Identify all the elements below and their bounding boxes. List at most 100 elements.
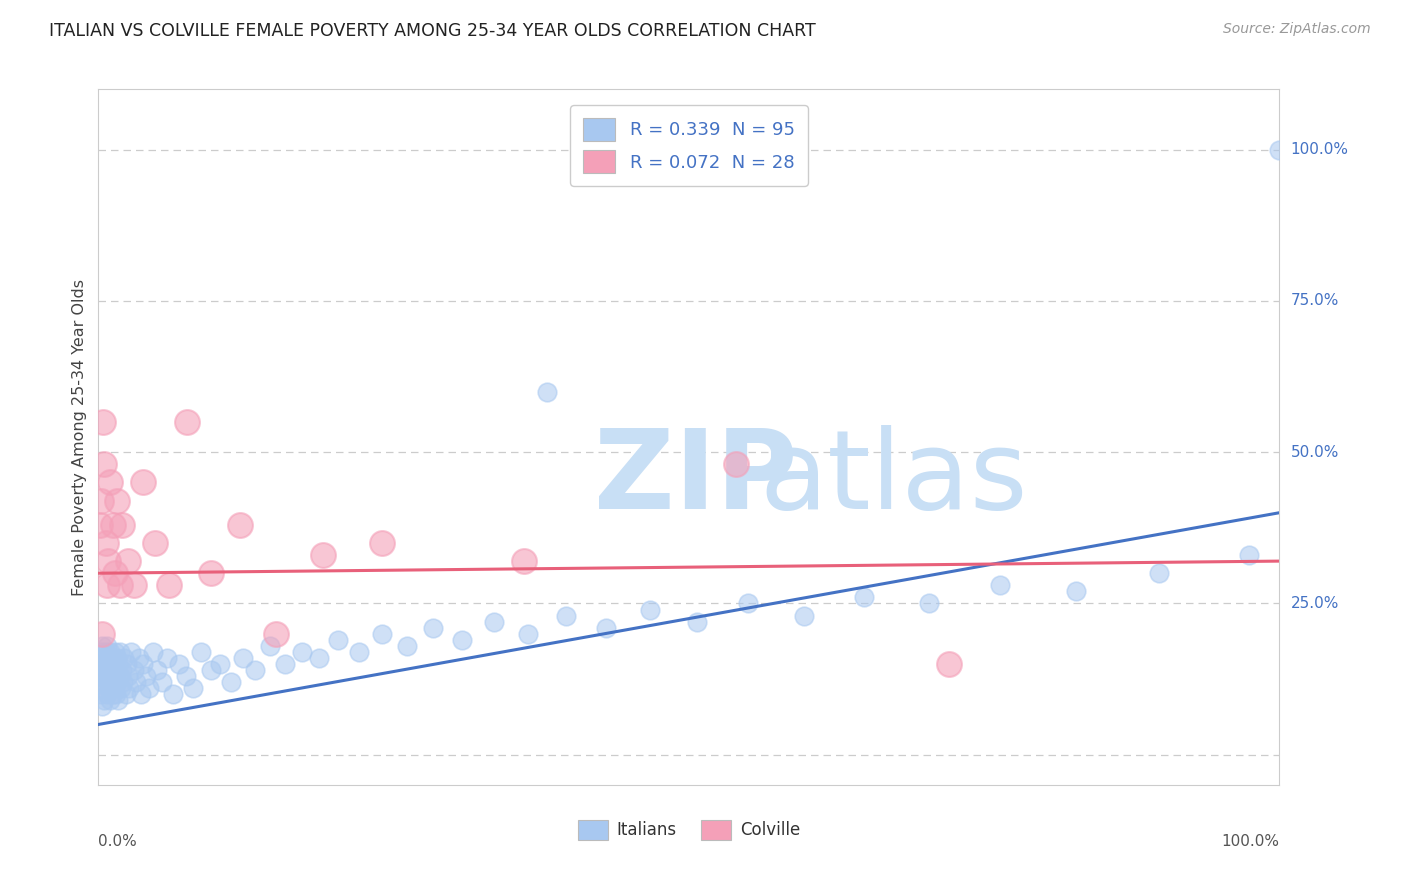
Point (97, 657, 120, 671)
Point (96, 687, 118, 701)
Point (555, 608, 578, 623)
Point (117, 554, 139, 568)
Point (91, 699, 114, 714)
Point (245, 663, 267, 677)
Point (104, 645, 127, 659)
Point (918, 597, 941, 611)
Point (101, 517, 124, 532)
Point (100, 675, 122, 690)
Point (1237, 548, 1260, 562)
Point (132, 475, 155, 490)
Point (98, 693, 121, 707)
Point (167, 657, 190, 671)
Point (104, 566, 127, 581)
Point (1147, 566, 1170, 581)
Point (219, 675, 242, 690)
Point (190, 645, 212, 659)
Point (91, 681, 114, 695)
Point (395, 639, 418, 653)
Point (96, 639, 118, 653)
Point (91, 657, 114, 671)
Point (482, 615, 505, 629)
Point (89, 517, 111, 532)
Point (89, 669, 111, 683)
Point (122, 578, 145, 592)
Point (101, 651, 124, 665)
Point (115, 657, 138, 671)
Point (328, 632, 350, 647)
Point (536, 384, 558, 399)
Point (988, 578, 1011, 592)
Point (112, 675, 135, 690)
Point (852, 591, 875, 605)
Point (517, 626, 540, 640)
Point (117, 669, 139, 683)
Point (105, 663, 128, 677)
Point (174, 669, 197, 683)
Point (108, 669, 131, 683)
Point (91, 415, 114, 429)
Point (91, 639, 114, 653)
Point (90, 493, 112, 508)
Point (97, 554, 120, 568)
Y-axis label: Female Poverty Among 25-34 Year Olds: Female Poverty Among 25-34 Year Olds (72, 278, 87, 596)
Text: atlas: atlas (759, 425, 1028, 533)
Point (143, 536, 166, 550)
Point (264, 626, 287, 640)
Point (512, 554, 534, 568)
Point (200, 663, 222, 677)
Point (103, 657, 125, 671)
Point (111, 517, 134, 532)
Point (132, 657, 155, 671)
Point (104, 669, 127, 683)
Point (135, 669, 157, 683)
Point (93, 651, 115, 665)
Point (93, 675, 115, 690)
Text: 25.0%: 25.0% (1291, 596, 1339, 611)
Point (105, 687, 128, 701)
Point (111, 663, 134, 677)
Point (107, 693, 129, 707)
Point (229, 517, 252, 532)
Point (792, 608, 814, 623)
Point (176, 415, 198, 429)
Point (156, 651, 179, 665)
Point (105, 651, 128, 665)
Point (422, 621, 444, 635)
Point (110, 681, 132, 695)
Point (290, 645, 312, 659)
Point (90, 645, 112, 659)
Point (101, 687, 124, 701)
Point (162, 687, 184, 701)
Point (129, 687, 152, 701)
Point (686, 615, 709, 629)
Text: ITALIAN VS COLVILLE FEMALE POVERTY AMONG 25-34 YEAR OLDS CORRELATION CHART: ITALIAN VS COLVILLE FEMALE POVERTY AMONG… (49, 22, 815, 40)
Point (181, 681, 204, 695)
Point (98, 651, 121, 665)
Point (90, 687, 112, 701)
Point (93, 458, 115, 472)
Point (94, 536, 117, 550)
Text: 100.0%: 100.0% (1222, 834, 1279, 848)
Point (737, 597, 759, 611)
Point (108, 578, 131, 592)
Point (121, 645, 143, 659)
Legend: Italians, Colville: Italians, Colville (571, 814, 807, 847)
Point (231, 651, 253, 665)
Point (94, 669, 117, 683)
Point (200, 566, 222, 581)
Point (98, 669, 121, 683)
Point (94, 645, 117, 659)
Point (91, 626, 114, 640)
Text: 75.0%: 75.0% (1291, 293, 1339, 309)
Point (128, 651, 150, 665)
Point (638, 602, 661, 616)
Point (274, 657, 297, 671)
Point (108, 645, 131, 659)
Text: ZIP: ZIP (595, 425, 797, 533)
Point (98, 645, 121, 659)
Point (105, 675, 128, 690)
Point (1066, 584, 1088, 599)
Point (112, 651, 135, 665)
Text: Source: ZipAtlas.com: Source: ZipAtlas.com (1223, 22, 1371, 37)
